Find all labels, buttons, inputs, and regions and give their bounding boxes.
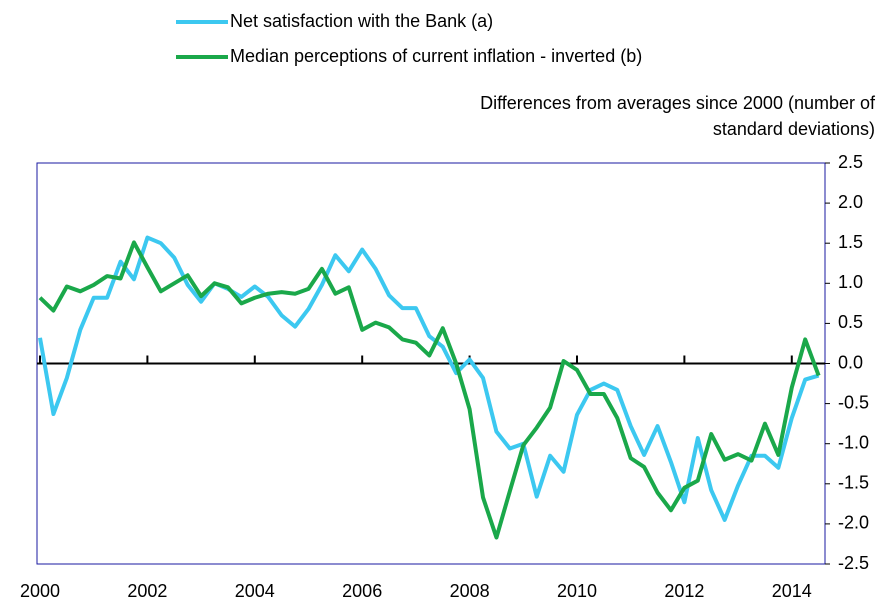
y-tick-label: -1.5 bbox=[838, 473, 869, 493]
x-tick-label: 2014 bbox=[772, 581, 812, 601]
x-tick-label: 2010 bbox=[557, 581, 597, 601]
y-tick-label: -2.0 bbox=[838, 513, 869, 533]
y-tick-label: -1.0 bbox=[838, 432, 869, 452]
x-tick-label: 2008 bbox=[450, 581, 490, 601]
y-axis-label: standard deviations) bbox=[713, 119, 875, 139]
y-axis-label: Differences from averages since 2000 (nu… bbox=[480, 93, 876, 113]
legend-label: Net satisfaction with the Bank (a) bbox=[230, 11, 493, 31]
x-tick-label: 2012 bbox=[664, 581, 704, 601]
x-tick-label: 2000 bbox=[20, 581, 60, 601]
x-tick-label: 2002 bbox=[127, 581, 167, 601]
series-line bbox=[38, 240, 821, 540]
y-tick-label: 2.0 bbox=[838, 192, 863, 212]
y-tick-label: -0.5 bbox=[838, 392, 869, 412]
x-tick-label: 2006 bbox=[342, 581, 382, 601]
y-tick-label: 1.0 bbox=[838, 272, 863, 292]
y-tick-label: 1.5 bbox=[838, 232, 863, 252]
y-tick-label: 2.5 bbox=[838, 152, 863, 172]
y-tick-label: -2.5 bbox=[838, 553, 869, 573]
y-tick-label: 0.5 bbox=[838, 312, 863, 332]
y-tick-label: 0.0 bbox=[838, 352, 863, 372]
legend-label: Median perceptions of current inflation … bbox=[230, 46, 642, 66]
series-line bbox=[38, 235, 820, 522]
x-tick-label: 2004 bbox=[235, 581, 275, 601]
